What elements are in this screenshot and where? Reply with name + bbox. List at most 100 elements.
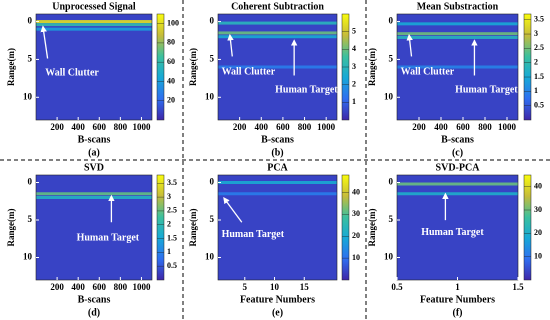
- annotation-arrow: [406, 33, 413, 57]
- y-tick-label: 0: [210, 16, 215, 26]
- heatmap-band: [36, 23, 152, 27]
- colorbar-tick-label: 10: [534, 251, 542, 260]
- annotation-arrow: [223, 197, 243, 223]
- annotation-arrow: [40, 25, 49, 59]
- x-tick-label: 1000: [498, 122, 517, 132]
- panel-title: SVD-PCA: [436, 162, 481, 173]
- colorbar-tick-label: 40: [352, 187, 360, 196]
- colorbar-tick-label: 30: [352, 209, 360, 218]
- annotation: Human Target: [421, 227, 484, 238]
- colorbar-tick-label: 4: [352, 44, 356, 53]
- panel-caption: (a): [88, 147, 100, 158]
- colorbar-tick-label: 1: [534, 86, 538, 95]
- heatmap-band: [397, 32, 518, 36]
- y-tick-label: 5: [28, 53, 33, 63]
- y-tick-label: 10: [23, 252, 33, 262]
- x-axis-label: B-scans: [441, 134, 474, 145]
- x-tick-label: 1000: [317, 122, 336, 132]
- colorbar-tick-label: 3.5: [534, 15, 544, 24]
- plot-frame: [35, 174, 153, 281]
- heatmap-band: [36, 27, 152, 31]
- heatmap-band: [36, 192, 152, 196]
- y-tick-label: 10: [23, 91, 33, 101]
- heatmap-band: [218, 181, 337, 184]
- heatmap-band: [218, 192, 337, 196]
- heatmap-band: [36, 20, 152, 24]
- x-tick-label: 0.5: [391, 282, 403, 292]
- x-tick-label: 800: [298, 122, 312, 132]
- colorbar-tick-label: 0.5: [167, 261, 177, 270]
- x-tick-label: 15: [300, 282, 310, 292]
- y-tick-label: 5: [389, 214, 394, 224]
- colorbar: [156, 13, 165, 121]
- colorbar-tick-label: 1.5: [167, 233, 177, 242]
- x-tick-label: 1000: [132, 282, 151, 292]
- colorbar-tick-label: 1.5: [534, 72, 544, 81]
- panel-caption: (d): [88, 307, 100, 318]
- heatmap-band: [218, 65, 337, 69]
- annotation: Human Target: [77, 232, 140, 243]
- colorbar-tick-label: 100: [167, 18, 179, 27]
- plot-area: [218, 175, 337, 280]
- panel-caption: (e): [272, 307, 283, 318]
- y-tick-label: 10: [205, 252, 215, 262]
- x-tick-label: 400: [71, 122, 85, 132]
- x-tick-label: 600: [93, 122, 107, 132]
- x-tick-label: 600: [456, 122, 470, 132]
- x-axis-label: B-scans: [261, 134, 294, 145]
- heatmap-band: [397, 35, 518, 39]
- y-tick-label: 10: [384, 91, 394, 101]
- x-tick-label: 600: [93, 282, 107, 292]
- x-axis-label: B-scans: [78, 134, 111, 145]
- colorbar-tick-label: 40: [167, 76, 175, 85]
- x-tick-label: 1.5: [512, 282, 524, 292]
- panel-title: Mean Substraction: [417, 1, 499, 12]
- plot-frame: [35, 13, 153, 121]
- colorbar-tick-label: 1: [167, 247, 171, 256]
- x-tick-label: 200: [50, 122, 64, 132]
- colorbar-tick-label: 20: [352, 231, 360, 240]
- x-tick-label: 600: [276, 122, 290, 132]
- y-axis-label: Range(m): [6, 48, 16, 86]
- panel-caption: (c): [452, 147, 463, 158]
- heatmap-band: [397, 192, 518, 196]
- x-tick-label: 800: [114, 122, 128, 132]
- heatmap-band: [218, 21, 337, 25]
- y-axis-label: Range(m): [367, 209, 377, 247]
- x-tick-label: 1000: [132, 122, 151, 132]
- plot-frame: [217, 174, 338, 281]
- heatmap-band: [397, 65, 518, 69]
- panel-title: PCA: [267, 162, 288, 173]
- y-tick-label: 5: [210, 214, 215, 224]
- x-tick-label: 400: [71, 282, 85, 292]
- y-tick-label: 0: [28, 16, 33, 26]
- y-tick-label: 0: [28, 177, 33, 187]
- y-axis-label: Range(m): [367, 48, 377, 86]
- colorbar: [156, 174, 165, 281]
- colorbar-tick-label: 1: [352, 97, 356, 106]
- y-tick-label: 0: [389, 177, 394, 187]
- heatmap-band: [397, 182, 518, 186]
- heatmap-band: [397, 22, 518, 26]
- colorbar-tick-label: 2: [352, 79, 356, 88]
- x-axis-label: Feature Numbers: [420, 294, 495, 305]
- x-tick-label: 200: [50, 282, 64, 292]
- annotation: Wall Clutter: [401, 67, 455, 78]
- colorbar-tick-label: 3: [352, 62, 356, 71]
- annotation: Human Target: [455, 85, 518, 96]
- annotation: Wall Clutter: [222, 67, 276, 78]
- colorbar-tick-label: 3: [167, 192, 171, 201]
- y-tick-label: 5: [28, 214, 33, 224]
- panel-title: Coherent Subtraction: [231, 1, 324, 12]
- panel-caption: (b): [271, 147, 283, 158]
- x-tick-label: 400: [434, 122, 448, 132]
- colorbar-tick-label: 2.5: [167, 206, 177, 215]
- y-tick-label: 0: [210, 177, 215, 187]
- plot-frame: [396, 13, 519, 121]
- annotation: Wall Clutter: [45, 68, 99, 79]
- plot-area: [36, 175, 152, 280]
- colorbar-tick-label: 60: [167, 57, 175, 66]
- x-tick-label: 5: [243, 282, 248, 292]
- colorbar-tick-label: 2: [534, 58, 538, 67]
- x-tick-label: 800: [114, 282, 128, 292]
